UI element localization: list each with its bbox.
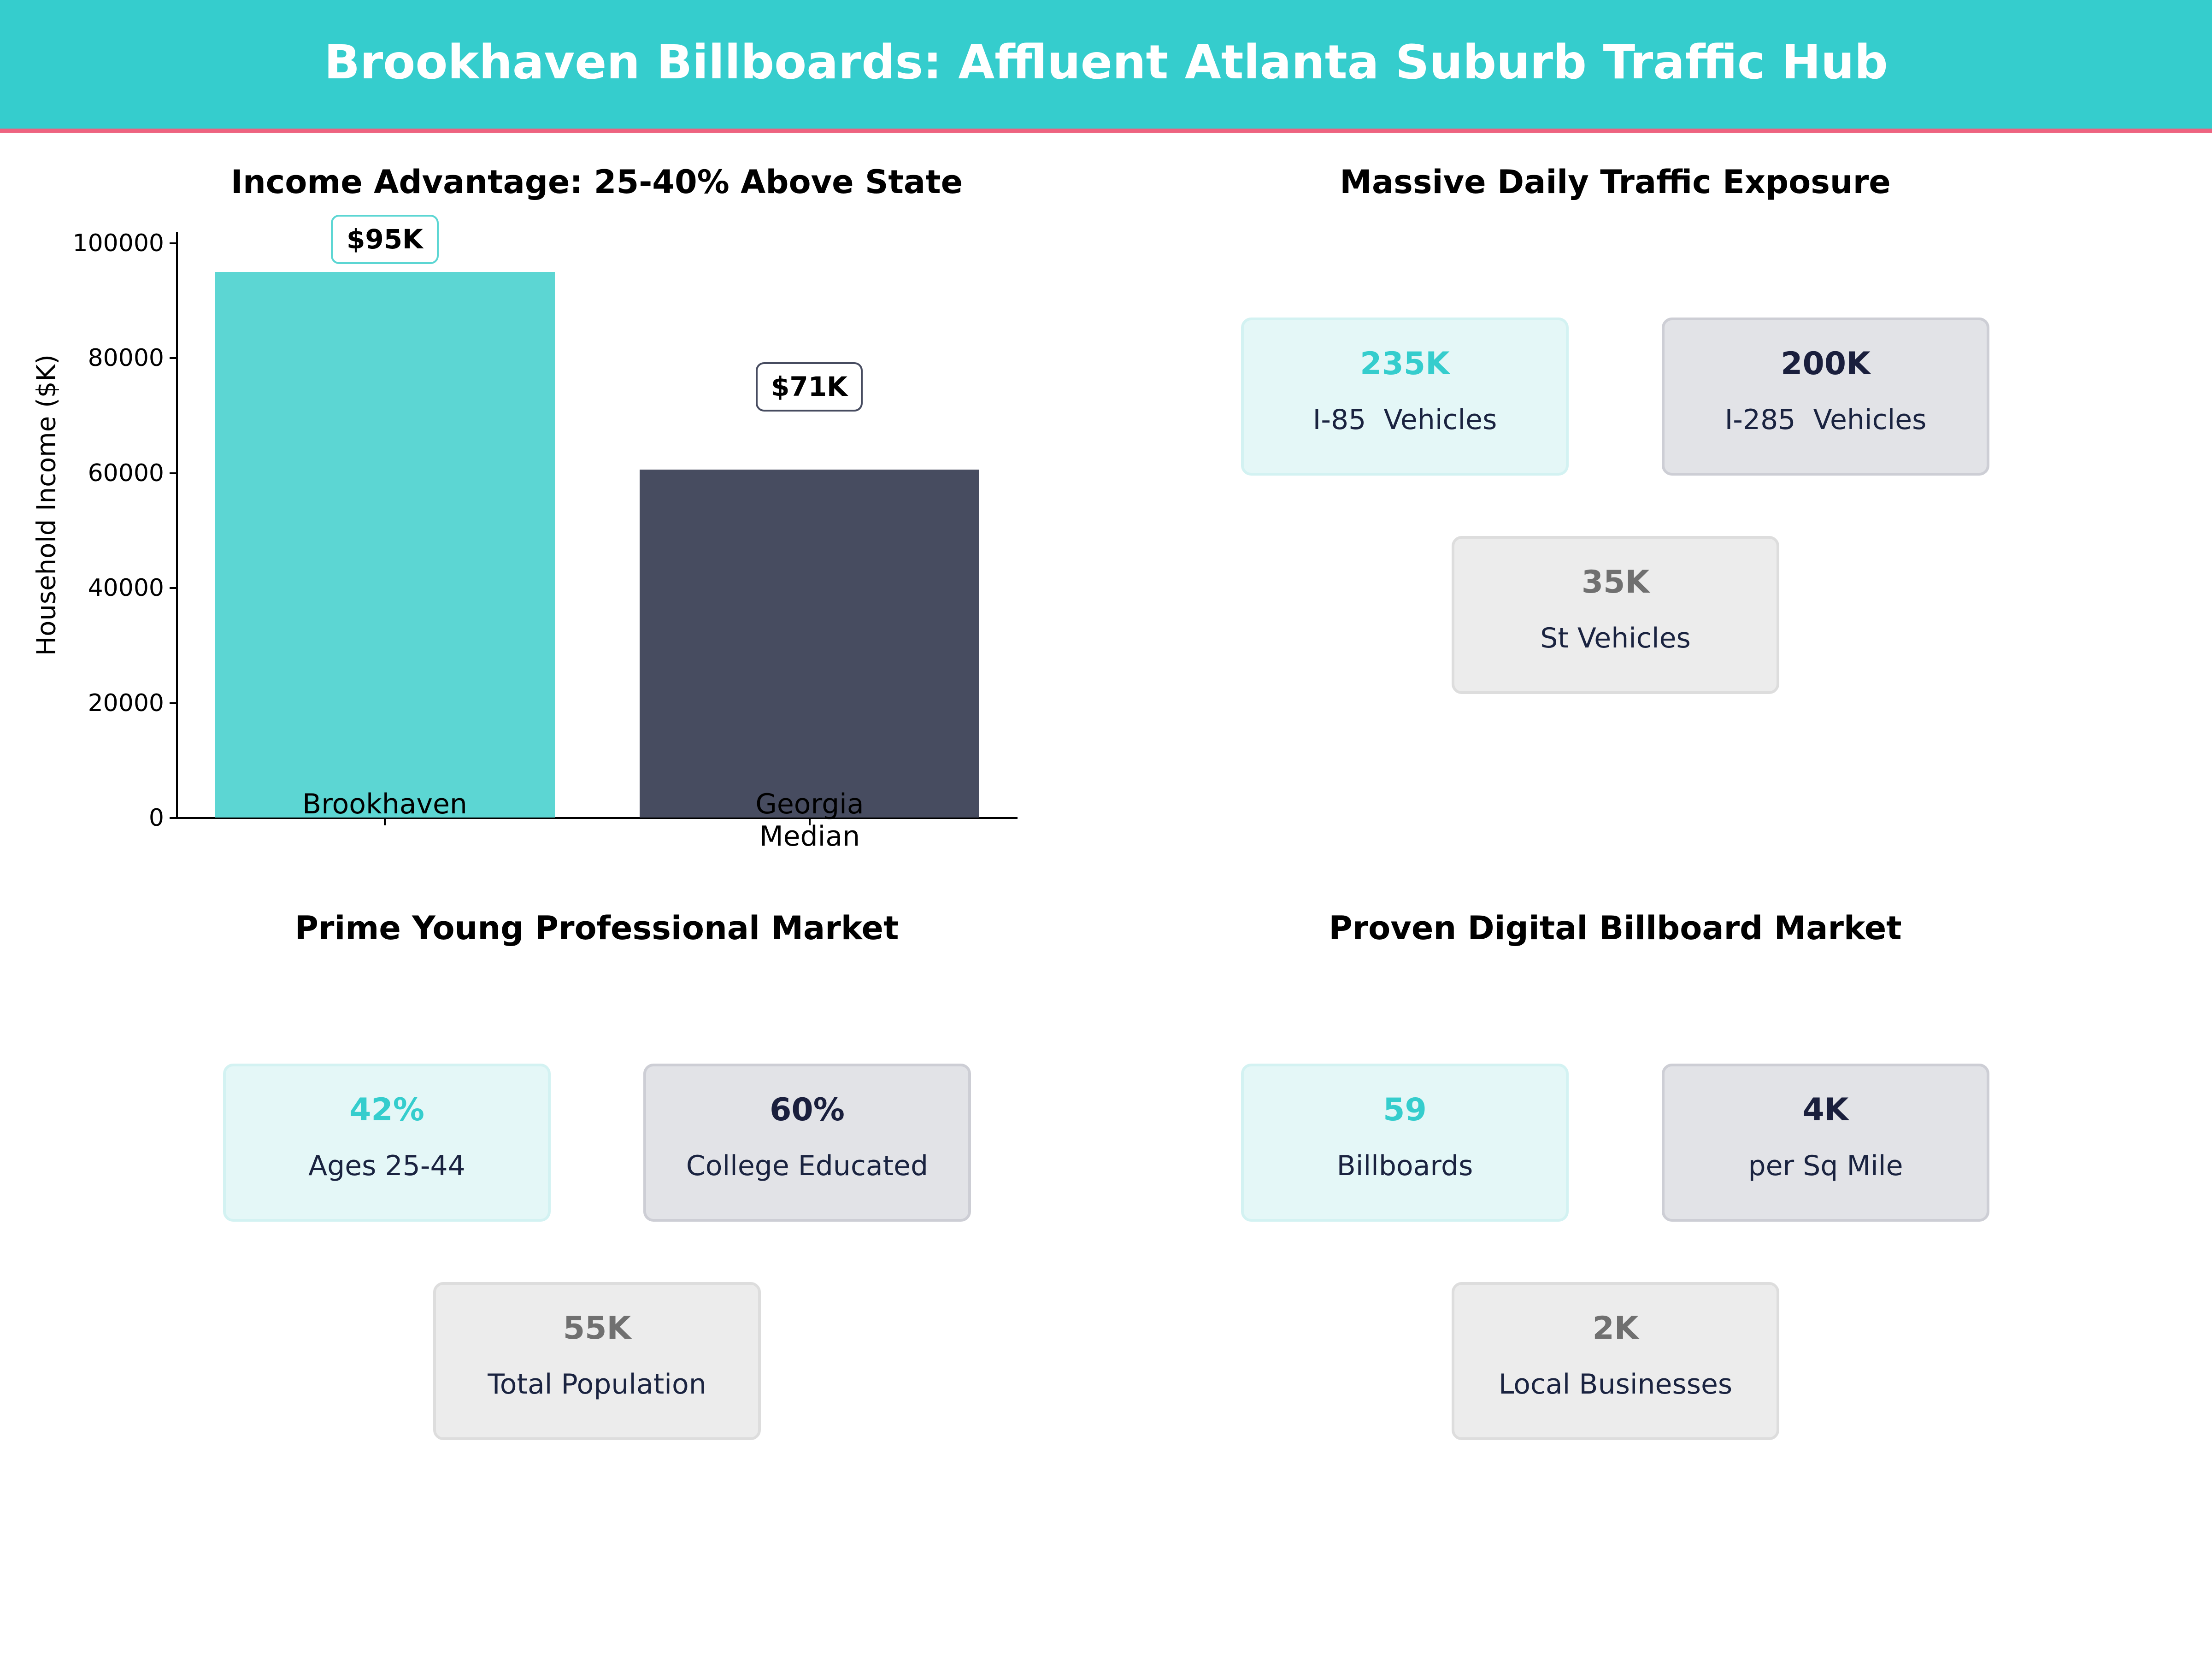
y-tick: [170, 817, 177, 819]
stat-value: 200K: [1781, 346, 1871, 382]
stat-value: 60%: [770, 1092, 845, 1128]
y-tick-label: 40000: [88, 574, 164, 602]
stat-label: I-85 Vehicles: [1312, 404, 1497, 436]
value-label-brookhaven: $95K: [331, 215, 439, 264]
y-tick-label: 80000: [88, 344, 164, 372]
y-tick-label: 0: [148, 804, 164, 832]
y-tick: [170, 357, 177, 359]
y-tick: [170, 472, 177, 474]
stat-card-college: 60% College Educated: [643, 1064, 971, 1222]
y-tick: [170, 587, 177, 589]
stat-label: Total Population: [488, 1368, 706, 1400]
y-tick: [170, 702, 177, 704]
bar-brookhaven: [215, 272, 555, 818]
stat-value: 55K: [563, 1310, 631, 1347]
bar-georgia-median: [640, 470, 979, 818]
stat-card-businesses: 2K Local Businesses: [1452, 1282, 1779, 1440]
stat-card-density: 4K per Sq Mile: [1662, 1064, 1989, 1222]
traffic-panel-title: Massive Daily Traffic Exposure: [1340, 163, 1891, 201]
billboards-panel-title: Proven Digital Billboard Market: [1329, 909, 1902, 947]
x-tick-label-georgia-median: Georgia Median: [755, 788, 864, 853]
stat-card-population: 55K Total Population: [433, 1282, 761, 1440]
y-tick-label: 100000: [72, 229, 164, 257]
stat-label: I-285 Vehicles: [1724, 404, 1927, 436]
y-axis-line: [176, 232, 178, 819]
value-label-georgia-median: $71K: [756, 362, 863, 412]
x-tick: [384, 819, 386, 825]
y-tick-label: 20000: [88, 689, 164, 717]
stat-card-billboards: 59 Billboards: [1241, 1064, 1569, 1222]
stat-value: 59: [1383, 1092, 1427, 1128]
stat-value: 2K: [1592, 1310, 1639, 1347]
demographics-panel-title: Prime Young Professional Market: [294, 909, 899, 947]
y-tick-label: 60000: [88, 459, 164, 487]
income-chart-title: Income Advantage: 25-40% Above State: [230, 163, 963, 201]
stat-label: Billboards: [1336, 1150, 1473, 1182]
income-bar-chart: Household Income ($K) 0 20000 40000 6000…: [0, 0, 1106, 876]
header-accent-line: [0, 129, 2212, 133]
stat-value: 35K: [1581, 564, 1650, 600]
y-axis-label: Household Income ($K): [31, 354, 62, 656]
stat-label: Local Businesses: [1498, 1368, 1733, 1400]
stat-label: College Educated: [686, 1150, 929, 1182]
stat-value: 42%: [349, 1092, 424, 1128]
x-tick-label-brookhaven: Brookhaven: [302, 788, 467, 820]
stat-value: 4K: [1802, 1092, 1849, 1128]
x-axis-line: [176, 817, 1018, 819]
stat-card-street: 35K St Vehicles: [1452, 536, 1779, 694]
x-tick: [809, 819, 811, 825]
stat-card-i85: 235K I-85 Vehicles: [1241, 318, 1569, 476]
stat-value: 235K: [1360, 346, 1450, 382]
stat-card-i285: 200K I-285 Vehicles: [1662, 318, 1989, 476]
header-banner: [0, 0, 2212, 129]
stat-label: per Sq Mile: [1748, 1150, 1903, 1182]
stat-label: St Vehicles: [1540, 622, 1691, 654]
y-tick: [170, 242, 177, 244]
stat-card-ages: 42% Ages 25-44: [223, 1064, 551, 1222]
stat-label: Ages 25-44: [308, 1150, 465, 1182]
page-title: Brookhaven Billboards: Affluent Atlanta …: [324, 35, 1888, 90]
